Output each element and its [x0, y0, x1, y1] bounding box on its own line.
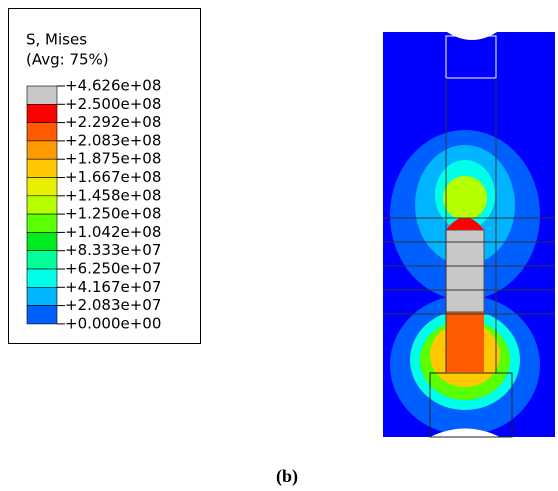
legend-swatch — [27, 86, 57, 104]
figure: S, Mises (Avg: 75%) +4.626e+08+2.500e+08… — [0, 0, 558, 491]
legend-swatch — [27, 287, 57, 305]
legend-label: +2.083e+07 — [65, 296, 161, 314]
legend-label: +1.667e+08 — [65, 168, 161, 186]
legend-label: +4.167e+07 — [65, 278, 161, 296]
legend-label: +2.500e+08 — [65, 95, 161, 113]
legend-label: +6.250e+07 — [65, 260, 161, 278]
legend-swatch — [27, 159, 57, 177]
legend-swatch — [27, 123, 57, 141]
legend-swatch — [27, 251, 57, 269]
legend-swatch — [27, 104, 57, 122]
contour-plot — [383, 32, 555, 437]
legend-label: +0.000e+00 — [65, 314, 161, 332]
zone — [446, 312, 484, 372]
legend-label: +2.083e+08 — [65, 131, 161, 149]
legend-label: +2.292e+08 — [65, 113, 161, 131]
legend-swatch — [27, 178, 57, 196]
legend-title: S, Mises — [26, 31, 87, 49]
legend-label: +4.626e+08 — [65, 77, 161, 95]
legend-label: +1.458e+08 — [65, 186, 161, 204]
zone — [443, 176, 487, 220]
caption: (b) — [276, 466, 298, 487]
legend-swatch — [27, 214, 57, 232]
legend-swatch — [27, 269, 57, 287]
legend-swatch — [27, 141, 57, 159]
legend-subtitle: (Avg: 75%) — [26, 51, 109, 69]
slot — [446, 36, 496, 78]
legend-swatch — [27, 232, 57, 250]
legend-label: +1.250e+08 — [65, 205, 161, 223]
legend-swatch — [27, 196, 57, 214]
legend-label: +1.042e+08 — [65, 223, 161, 241]
legend-label: +1.875e+08 — [65, 150, 161, 168]
legend-label: +8.333e+07 — [65, 241, 161, 259]
legend-scale: +4.626e+08+2.500e+08+2.292e+08+2.083e+08… — [27, 77, 161, 333]
legend-swatch — [27, 306, 57, 324]
